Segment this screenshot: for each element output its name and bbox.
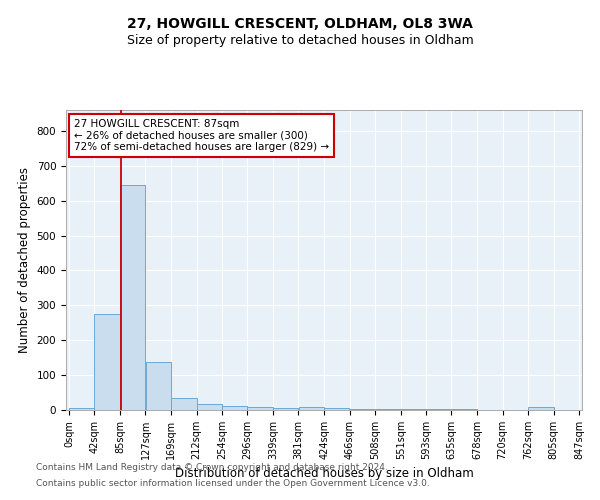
Bar [171,398,197,410]
Bar [401,408,426,410]
Bar [120,185,145,410]
Text: 27 HOWGILL CRESCENT: 87sqm
← 26% of detached houses are smaller (300)
72% of sem: 27 HOWGILL CRESCENT: 87sqm ← 26% of deta… [74,118,329,152]
X-axis label: Distribution of detached houses by size in Oldham: Distribution of detached houses by size … [175,468,473,480]
Bar [146,362,170,410]
Text: Size of property relative to detached houses in Oldham: Size of property relative to detached ho… [127,34,473,47]
Bar [222,406,247,410]
Bar [69,408,94,410]
Bar [350,408,375,410]
Bar [375,408,401,410]
Bar [247,407,273,410]
Text: 27, HOWGILL CRESCENT, OLDHAM, OL8 3WA: 27, HOWGILL CRESCENT, OLDHAM, OL8 3WA [127,18,473,32]
Text: Contains HM Land Registry data © Crown copyright and database right 2024.: Contains HM Land Registry data © Crown c… [36,464,388,472]
Bar [273,408,298,410]
Text: Contains public sector information licensed under the Open Government Licence v3: Contains public sector information licen… [36,478,430,488]
Bar [528,407,554,410]
Bar [197,404,222,410]
Bar [94,314,120,410]
Y-axis label: Number of detached properties: Number of detached properties [18,167,31,353]
Bar [299,407,324,410]
Bar [325,408,349,410]
